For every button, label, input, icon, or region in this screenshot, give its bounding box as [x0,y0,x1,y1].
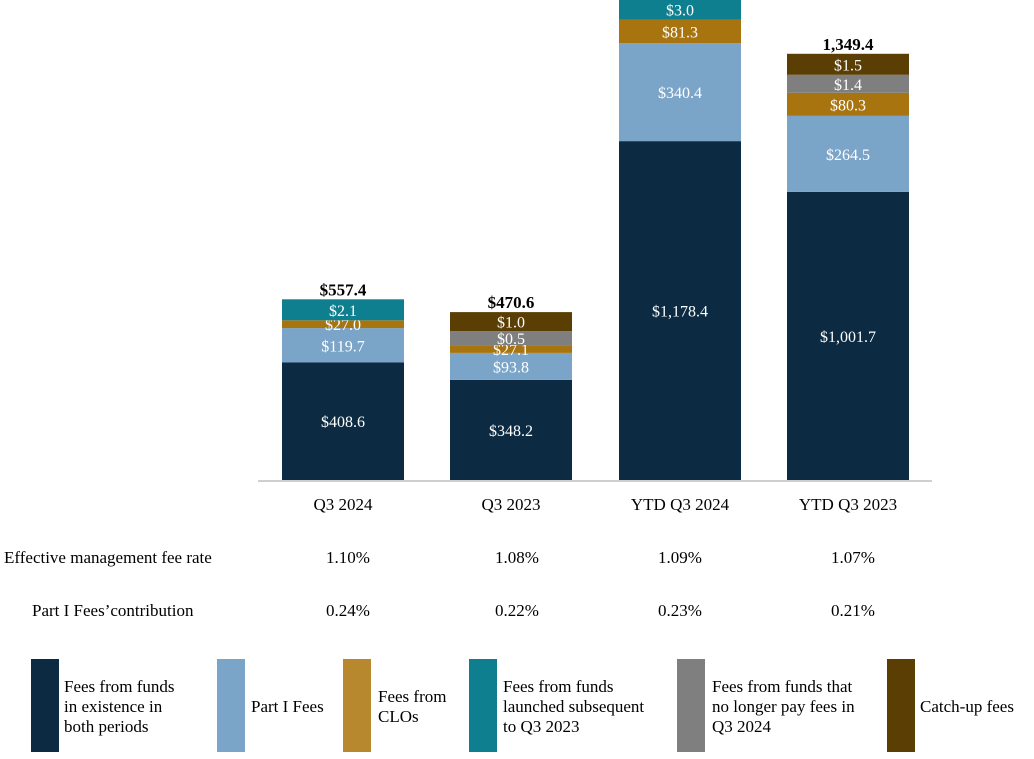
bar-segment [282,299,404,321]
bar-segment-label: $2.1 [329,303,357,320]
legend-label: Fees from CLOs [378,687,446,727]
bar-segment-label: $1.4 [834,77,862,94]
metric-row-part-i-contribution: Part I Fees’contribution 0.24% 0.22% 0.2… [0,601,1034,631]
x-tick-label: YTD Q3 2024 [631,495,730,514]
bar-total-label: 1,349.4 [823,35,875,54]
bar-segment [787,191,909,480]
bar-segment [619,19,741,44]
bar-segment-label: $119.7 [321,338,364,355]
bar-segment-label: $93.8 [493,359,529,376]
x-tick-label: YTD Q3 2023 [799,495,897,514]
bar-segment-label: $27.0 [325,317,361,334]
category-labels: Q3 2024 Q3 2023 YTD Q3 2024 YTD Q3 2023 [313,495,897,514]
legend-label: Fees from funds in existence in both per… [64,677,174,737]
bar-segment [787,53,909,75]
metric-value: 1.07% [831,548,875,567]
bar-segment [282,320,404,329]
metric-value: 0.22% [495,601,539,620]
bar-segment [619,0,741,20]
bar-segment [282,328,404,363]
legend-swatch [343,659,371,752]
x-tick-label: Q3 2024 [313,495,373,514]
metric-value: 0.24% [326,601,370,620]
bar-segment [282,362,404,480]
legend-label-line: Catch-up fees [920,697,1014,716]
metric-row-label: Part I Fees’contribution [32,601,194,620]
metric-value: 1.10% [326,548,370,567]
legend-label-line: Q3 2024 [712,717,772,736]
stacked-bar-chart: $408.6$119.7$27.0$2.1$557.4$348.2$93.8$2… [258,0,932,514]
bar-segment [619,141,741,480]
legend-label-line: Fees from funds that [712,677,853,696]
legend-label-line: Fees from funds [503,677,614,696]
bar-segment-label: $0.5 [497,331,525,348]
x-tick-label: Q3 2023 [481,495,540,514]
legend-label: Fees from funds launched subsequent to Q… [503,677,644,737]
bar-segment-label: $340.4 [658,85,702,102]
bar-segment [787,74,909,93]
legend-label-line: launched subsequent [503,697,645,716]
bar-segment-label: $81.3 [662,25,698,42]
legend-label-line: to Q3 2023 [503,717,580,736]
bar-total-label: $557.4 [320,280,367,299]
bar-segment [787,115,909,192]
metric-row-fee-rate: Effective management fee rate 1.10% 1.08… [0,548,1034,578]
legend-swatch [31,659,59,752]
bar-segment-label: $1,178.4 [652,304,708,321]
legend-swatch [469,659,497,752]
bar-segment [450,331,572,346]
legend-label-line: Fees from [378,687,447,706]
legend-label: Part I Fees [251,697,324,717]
bar-segment-label: $3.0 [666,2,694,19]
legend-label-line: in existence in [64,697,163,716]
bar-total-label: $470.6 [488,293,535,312]
bar-segment-label: $264.5 [826,147,870,164]
bar-segment-label: $27.1 [493,342,529,359]
bar-segment-label: $1.0 [497,315,525,332]
legend-swatch [677,659,705,752]
bar-segment-label: $80.3 [830,97,866,114]
bar-segment [619,43,741,142]
legend: Fees from funds in existence in both per… [0,659,1034,754]
bar-segment-label: $408.6 [321,414,365,431]
metric-value: 1.08% [495,548,539,567]
bar-segment-label: $348.2 [489,423,533,440]
bar-segment [450,345,572,353]
legend-swatch [217,659,245,752]
legend-label-line: no longer pay fees in [712,697,855,716]
legend-swatch [887,659,915,752]
bar-segment [787,92,909,116]
legend-label-line: Fees from funds [64,677,175,696]
bar-segment [450,379,572,480]
legend-label: Fees from funds that no longer pay fees … [712,677,855,737]
legend-label: Catch-up fees [920,697,1014,717]
metric-value: 0.23% [658,601,702,620]
metric-row-label: Effective management fee rate [4,548,212,567]
bar-segment [450,312,572,332]
legend-label-line: both periods [64,717,149,736]
bar-segment-label: $1.5 [834,57,862,74]
bar-segment-label: $1,001.7 [820,329,876,346]
bar-segment [450,352,572,380]
legend-label-line: Part I Fees [251,697,324,716]
legend-label-line: CLOs [378,707,419,726]
metric-value: 1.09% [658,548,702,567]
metric-value: 0.21% [831,601,875,620]
bars-layer: $408.6$119.7$27.0$2.1$557.4$348.2$93.8$2… [282,0,909,480]
